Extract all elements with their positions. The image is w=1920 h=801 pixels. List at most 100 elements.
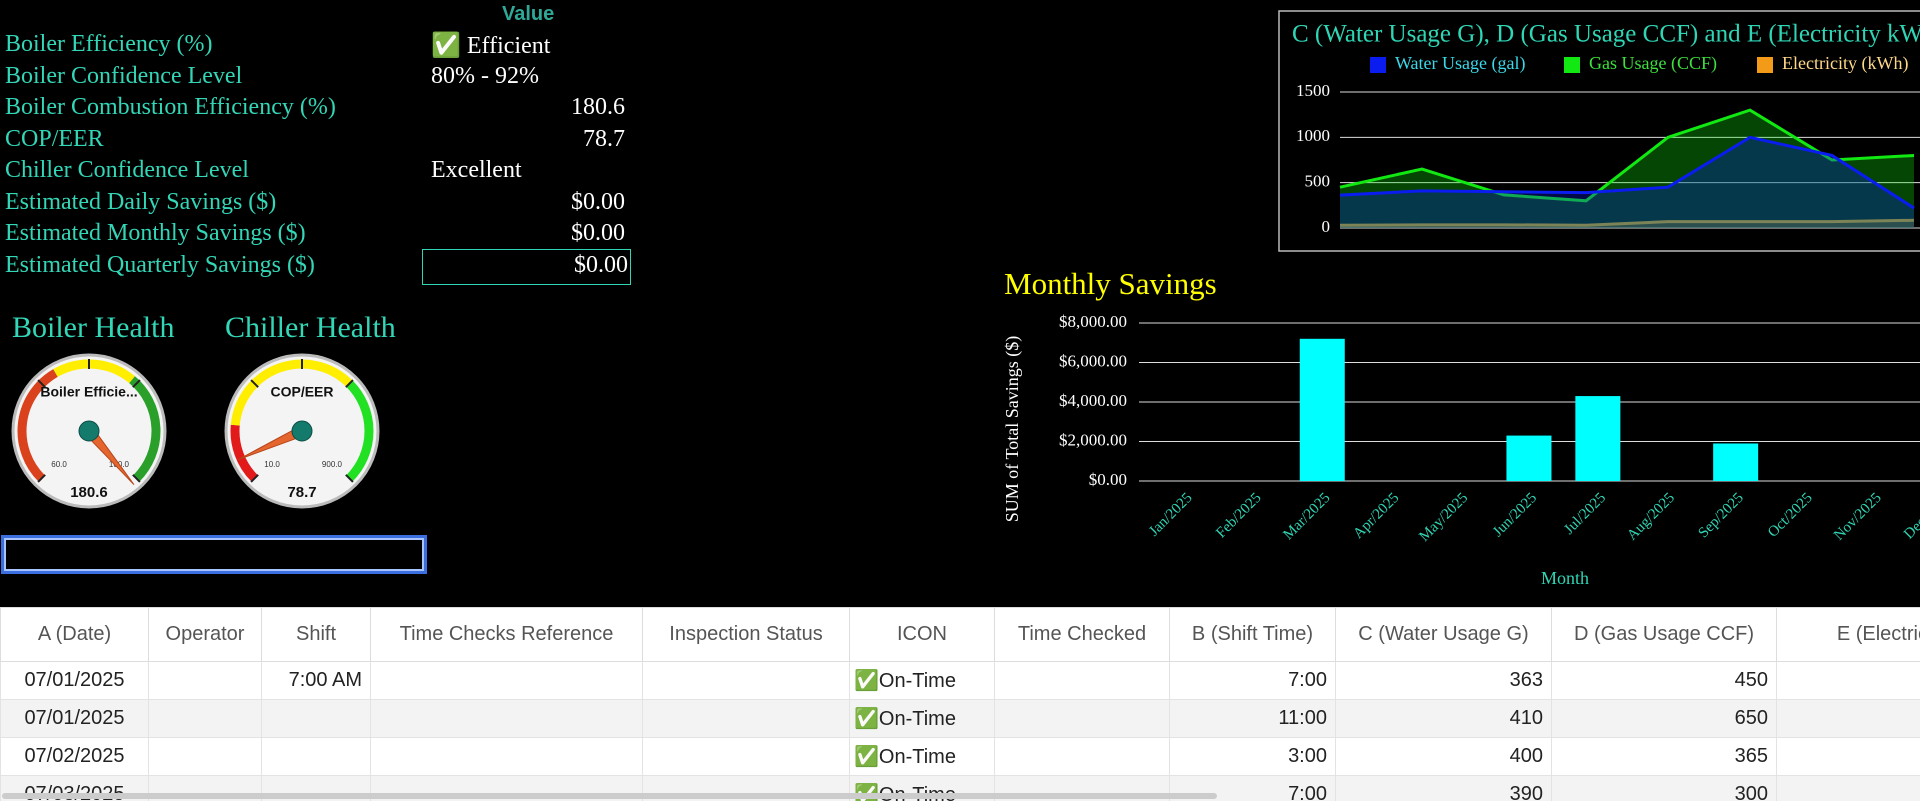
table-cell — [1776, 775, 1920, 801]
y-tick-label: $0.00 — [1089, 470, 1127, 489]
gauge-band — [129, 376, 161, 482]
gauge-hub — [78, 420, 100, 442]
x-tick-label: Feb/2025 — [1213, 490, 1264, 541]
column-header: Time Checked — [994, 607, 1170, 662]
y-tick-label: $6,000.00 — [1059, 351, 1127, 370]
gauge-tick — [250, 474, 259, 483]
column-header: Inspection Status — [642, 607, 850, 662]
metric-label: Boiler Combustion Efficiency (%) — [5, 94, 336, 120]
table-cell: 363 — [1335, 661, 1552, 700]
series-line — [1339, 218, 1915, 227]
gauge-title: Chiller Health — [225, 311, 396, 344]
table-cell: 07/01/2025 — [0, 699, 149, 738]
gauge-tick — [37, 474, 46, 483]
column-header: Time Checks Reference — [370, 607, 643, 662]
gauge-max: 900.0 — [322, 460, 343, 469]
y-tick-label: $8,000.00 — [1059, 312, 1127, 331]
table-cell — [370, 699, 643, 738]
metric-label: Estimated Monthly Savings ($) — [5, 220, 306, 246]
metric-value: 78.7 — [583, 125, 625, 152]
gauge-min: 10.0 — [264, 460, 280, 469]
gauge-tick — [345, 379, 354, 388]
gauge-band — [230, 359, 353, 426]
table-cell — [148, 699, 262, 738]
gauge-label: COP/EER — [270, 384, 333, 400]
table-cell — [1776, 737, 1920, 776]
gauge-tick — [132, 474, 141, 483]
bar — [1575, 396, 1621, 481]
scrollbar[interactable] — [2, 793, 1217, 799]
x-tick-label: Dec/2025 — [1901, 490, 1920, 543]
x-tick-label: Nov/2025 — [1831, 490, 1885, 544]
legend-swatch — [1370, 57, 1386, 73]
table-cell — [1776, 661, 1920, 700]
metric-value: 80% - 92% — [431, 62, 539, 89]
y-tick-label: 0 — [1322, 217, 1331, 236]
gauge-tick — [132, 379, 141, 388]
metric-label: Boiler Efficiency (%) — [5, 31, 213, 57]
gauge-hub — [291, 420, 313, 442]
table-cell — [370, 661, 643, 700]
table-cell: ✅On-Time — [849, 699, 995, 738]
x-tick-label: Aug/2025 — [1624, 490, 1678, 544]
table-cell: 450 — [1551, 661, 1777, 700]
metric-value: $0.00 — [422, 248, 631, 285]
table-cell: 390 — [1335, 775, 1552, 801]
column-header: A (Date) — [0, 607, 149, 662]
data-table: A (Date) Operator Shift Time Checks Referen… — [0, 607, 1920, 801]
table-cell: 7:00 — [1169, 661, 1336, 700]
table-row: 07/01/2025 ✅On-Time 11:00 410 650 — [0, 699, 1920, 738]
y-tick-label: 1500 — [1296, 81, 1330, 100]
column-header: C (Water Usage G) — [1335, 607, 1552, 662]
y-tick-label: $4,000.00 — [1059, 391, 1127, 410]
table-cell: 3:00 — [1169, 737, 1336, 776]
chart-frame — [1278, 10, 1920, 252]
metric-value: $0.00 — [571, 220, 625, 246]
x-axis-label: Month — [1541, 568, 1589, 588]
table-cell: 650 — [1551, 699, 1777, 738]
y-tick-label: 1000 — [1296, 126, 1330, 145]
table-cell — [261, 699, 371, 738]
table-cell — [148, 661, 262, 700]
selected-cell[interactable] — [1, 535, 427, 574]
gauge-value: 180.6 — [70, 484, 108, 501]
table-cell: 07/01/2025 — [0, 661, 149, 700]
metric-label: COP/EER — [5, 125, 104, 152]
bar — [1713, 443, 1759, 481]
table-cell — [642, 737, 850, 776]
table-cell: 07/02/2025 — [0, 737, 149, 776]
table-cell: 11:00 — [1169, 699, 1336, 738]
legend-swatch — [1564, 57, 1580, 73]
table-cell: 300 — [1551, 775, 1777, 801]
legend-label: Water Usage (gal) — [1395, 53, 1525, 74]
legend-label: Electricity (kWh) — [1782, 53, 1908, 74]
y-tick-label: 500 — [1305, 172, 1331, 191]
value-header: Value — [502, 3, 555, 25]
metric-value: ✅ Efficient — [431, 33, 551, 59]
column-header: D (Gas Usage CCF) — [1551, 607, 1777, 662]
gauge-band — [17, 369, 58, 482]
column-header: ICON — [849, 607, 995, 662]
table-cell: 365 — [1551, 737, 1777, 776]
gauge-min: 60.0 — [51, 460, 67, 469]
bar — [1299, 338, 1345, 481]
table-cell: ✅On-Time — [849, 661, 995, 700]
metric-label: Chiller Confidence Level — [5, 157, 249, 183]
gauge-tick — [345, 474, 354, 483]
x-tick-label: Sep/2025 — [1696, 490, 1747, 541]
table-cell — [370, 737, 643, 776]
table: A (Date) Operator Shift Time Checks Referen… — [0, 607, 1920, 801]
table-cell — [994, 661, 1170, 700]
gauge-tick — [250, 379, 259, 388]
gauge-band — [346, 380, 374, 482]
y-axis-label: SUM of Total Savings ($) — [1002, 336, 1023, 522]
table-cell — [642, 699, 850, 738]
table-cell — [994, 737, 1170, 776]
metric-label: Estimated Daily Savings ($) — [5, 188, 277, 215]
bar — [1506, 435, 1552, 481]
column-header: E (Electricity kWh) — [1776, 607, 1920, 662]
gauge-tick — [37, 379, 46, 388]
table-cell — [148, 737, 262, 776]
chart-title: C (Water Usage G), D (Gas Usage CCF) and… — [1292, 21, 1920, 48]
